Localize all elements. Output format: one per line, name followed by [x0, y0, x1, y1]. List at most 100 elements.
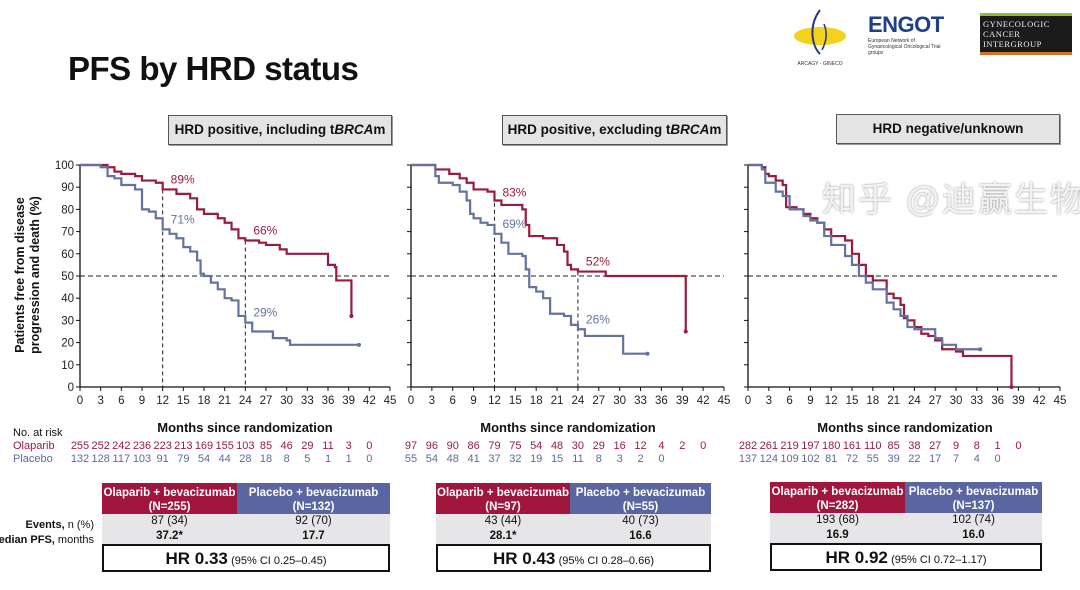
placebo-median: 16.0: [962, 529, 985, 541]
at-risk-placebo-value: 128: [91, 453, 110, 465]
km-curve-placebo: [80, 163, 359, 346]
confidence-interval: (95% CI 0.25–0.45): [231, 555, 327, 567]
olaparib-events: 87 (34): [151, 515, 188, 527]
at-risk-olaparib-value: 103: [236, 440, 255, 452]
at-risk-placebo-value: 0: [366, 453, 373, 465]
x-tick-label: 39: [342, 395, 355, 407]
at-risk-olaparib-value: 85: [259, 440, 273, 452]
placebo-column-header: Placebo + bevacizumab (N=55): [570, 483, 711, 514]
at-risk-placebo-value: 109: [780, 453, 799, 465]
panel-title-text: HRD positive, excluding t: [507, 122, 671, 137]
x-tick-label: 24: [572, 395, 585, 407]
at-risk-placebo-value: 32: [509, 453, 522, 465]
at-risk-placebo-value: 1: [345, 453, 352, 465]
median-row: 28.1* 16.6: [436, 529, 711, 544]
landmark-label: 52%: [586, 255, 610, 269]
gcig-logo: GYNECOLOGIC CANCER INTERGROUP: [980, 13, 1072, 55]
x-tick-label: 21: [218, 395, 231, 407]
landmark-label: 69%: [502, 217, 526, 231]
arcagy-logo: ARCAGY - GINECO: [790, 6, 850, 67]
at-risk-olaparib-value: 90: [446, 440, 459, 452]
x-tick-label: 12: [825, 395, 838, 407]
at-risk-placebo-value: 39: [887, 453, 900, 465]
confidence-interval: (95% CI 0.28–0.66): [558, 555, 654, 567]
x-tick-label: 12: [156, 395, 169, 407]
landmark-label: 26%: [586, 312, 610, 326]
y-tick-label: 30: [61, 315, 74, 327]
x-tick-label: 36: [322, 395, 335, 407]
at-risk-olaparib-value: 169: [194, 440, 214, 452]
at-risk-olaparib-value: 242: [112, 440, 131, 452]
at-risk-placebo-value: 1: [324, 453, 332, 465]
km-curve-olaparib: [80, 163, 353, 316]
olaparib-median: 37.2*: [156, 530, 183, 542]
at-risk-olaparib-value: 0: [700, 440, 707, 452]
y-tick-label: 50: [61, 271, 74, 283]
at-risk-placebo-value: 55: [404, 453, 418, 465]
olaparib-median: 16.9: [826, 529, 849, 541]
at-risk-placebo-value: 132: [70, 453, 90, 465]
at-risk-olaparib-value: 219: [780, 440, 799, 452]
x-tick-label: 42: [1033, 395, 1046, 407]
x-tick-label: 21: [887, 395, 900, 407]
landmark-label: 29%: [253, 306, 277, 320]
x-tick-label: 6: [786, 395, 792, 407]
x-tick-label: 27: [260, 395, 273, 407]
at-risk-olaparib-value: 86: [467, 440, 480, 452]
panel-title-text: HRD positive, including t: [174, 122, 335, 137]
at-risk-olaparib-value: 79: [488, 440, 501, 452]
censor-mark: [978, 347, 983, 352]
x-axis-label-3: Months since randomization: [817, 420, 993, 435]
at-risk-olaparib-value: 11: [322, 440, 334, 452]
x-tick-label: 36: [991, 395, 1004, 407]
median-row-label: Median PFS, months: [0, 534, 94, 546]
events-row: 43 (44) 40 (73): [436, 514, 711, 529]
x-tick-label: 27: [929, 395, 942, 407]
landmark-label: 89%: [171, 172, 195, 186]
x-tick-label: 9: [807, 395, 813, 407]
at-risk-placebo-value: 79: [177, 453, 190, 465]
at-risk-olaparib-value: 38: [908, 440, 921, 452]
at-risk-placebo-value: 18: [259, 453, 273, 465]
placebo-events: 92 (70): [295, 515, 332, 527]
at-risk-olaparib-value: 29: [301, 440, 314, 452]
at-risk-olaparib-value: 0: [366, 440, 373, 452]
km-curve-placebo: [748, 163, 981, 351]
at-risk-olaparib-value: 97: [404, 440, 418, 452]
panel-title-1: HRD positive, including tBRCAm: [168, 115, 392, 145]
at-risk-placebo-value: 22: [908, 453, 921, 465]
x-tick-label: 0: [745, 395, 751, 407]
y-tick-label: 80: [61, 204, 74, 216]
arcagy-emblem-icon: [794, 9, 846, 55]
landmark-label: 71%: [171, 212, 195, 226]
events-row: 193 (68) 102 (74): [770, 513, 1042, 528]
x-tick-label: 9: [470, 395, 476, 407]
y-tick-label: 10: [61, 360, 74, 372]
panel-title-2: HRD positive, excluding tBRCAm: [502, 115, 727, 145]
x-tick-label: 3: [766, 395, 772, 407]
x-tick-label: 18: [530, 395, 543, 407]
at-risk-olaparib-value: 30: [571, 440, 585, 452]
at-risk-placebo-value: 4: [973, 453, 980, 465]
x-tick-label: 33: [970, 395, 983, 407]
hazard-ratio: HR 0.92: [825, 548, 888, 567]
y-tick-label: 90: [61, 182, 74, 194]
at-risk-olaparib-value: 85: [887, 440, 900, 452]
censor-mark: [349, 313, 354, 318]
panel-title-suffix: m: [709, 122, 722, 137]
x-tick-label: 15: [509, 395, 522, 407]
x-tick-label: 15: [846, 395, 859, 407]
at-risk-placebo-value: 11: [572, 453, 584, 465]
placebo-column-header: Placebo + bevacizumab (N=137): [905, 482, 1042, 513]
at-risk-olaparib-value: 236: [132, 440, 152, 452]
header-n: (N=55): [622, 501, 659, 513]
x-tick-label: 39: [1012, 395, 1025, 407]
panel-title-suffix: m: [373, 122, 386, 137]
x-tick-label: 42: [697, 395, 710, 407]
x-tick-label: 0: [408, 395, 414, 407]
at-risk-placebo-value: 15: [550, 453, 564, 465]
at-risk-olaparib-value: 282: [738, 440, 758, 452]
at-risk-placebo-value: 17: [929, 453, 942, 465]
placebo-column-header: Placebo + bevacizumab (N=132): [237, 483, 390, 514]
x-tick-label: 42: [363, 395, 376, 407]
